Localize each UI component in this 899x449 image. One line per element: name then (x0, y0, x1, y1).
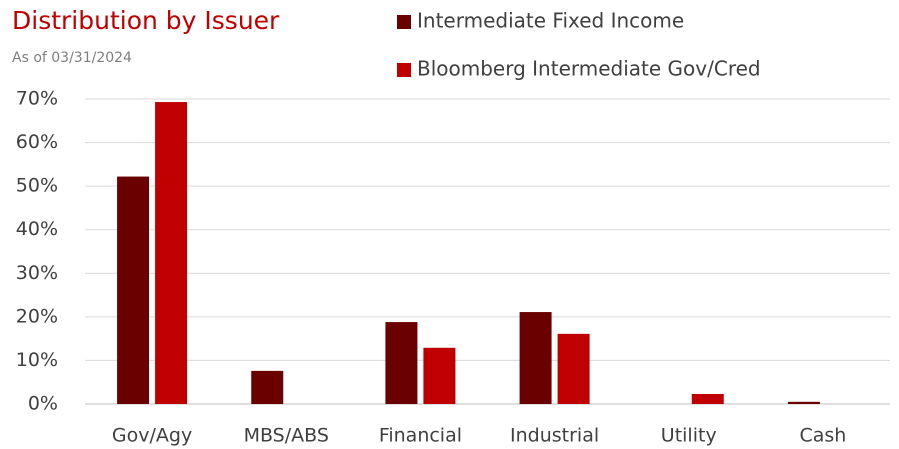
x-tick-label: Cash (799, 425, 846, 447)
legend-swatch (397, 15, 411, 29)
x-tick-label: Industrial (510, 425, 599, 447)
y-tick-label: 20% (16, 305, 58, 327)
chart-subtitle: As of 03/31/2024 (12, 50, 132, 66)
y-tick-label: 70% (16, 88, 58, 110)
y-tick-label: 60% (16, 131, 58, 153)
bar (787, 401, 820, 404)
legend-label: Bloomberg Intermediate Gov/Cred (417, 57, 761, 81)
legend-label: Intermediate Fixed Income (417, 9, 684, 33)
bar (519, 312, 552, 404)
bar (691, 393, 724, 404)
bar (155, 102, 188, 405)
y-tick-label: 50% (16, 175, 58, 197)
x-tick-label: Utility (661, 425, 717, 447)
bar (251, 370, 284, 404)
chart-title: Distribution by Issuer (12, 6, 280, 35)
bar (117, 176, 150, 404)
y-tick-label: 0% (28, 393, 58, 415)
y-tick-label: 30% (16, 262, 58, 284)
bar (385, 322, 418, 404)
y-tick-label: 40% (16, 218, 58, 240)
legend-swatch (397, 63, 411, 77)
bar (557, 333, 590, 404)
y-tick-label: 10% (16, 349, 58, 371)
x-tick-label: MBS/ABS (244, 425, 329, 447)
x-tick-label: Financial (379, 425, 462, 447)
bar (423, 347, 456, 404)
x-tick-label: Gov/Agy (112, 425, 192, 447)
